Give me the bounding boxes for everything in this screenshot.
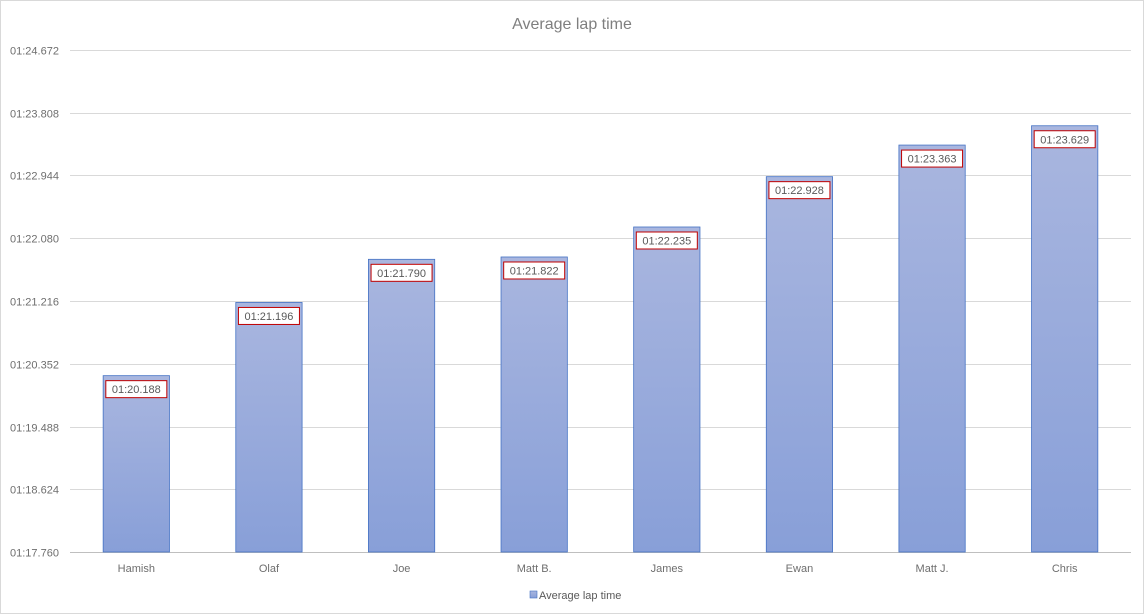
y-tick-label: 01:17.760 (10, 548, 59, 560)
data-label-box (370, 263, 433, 282)
data-label: 01:21.822 (510, 265, 559, 277)
bar (500, 256, 568, 553)
x-tick-label: Ewan (786, 563, 814, 575)
y-axis-tick-labels: 01:17.760 01:18.624 01:19.488 01:20.352 01:2… (10, 46, 59, 560)
data-label-box (901, 149, 964, 168)
gridlines (70, 50, 1131, 553)
x-tick-label: Olaf (259, 563, 280, 575)
x-axis-tick-labels: Hamish Olaf Joe Matt B. James Ewan Matt J. Chri… (118, 563, 1078, 575)
y-tick-label: 01:22.080 (10, 234, 59, 246)
data-label: 01:22.928 (775, 185, 824, 197)
bars (102, 125, 1099, 553)
data-label: 01:21.196 (244, 311, 293, 323)
x-tick-label: Matt B. (517, 563, 552, 575)
y-tick-label: 01:24.672 (10, 46, 59, 58)
bar (765, 176, 833, 553)
data-label: 01:20.188 (112, 384, 161, 396)
data-label-box (1033, 130, 1096, 149)
data-label-box (768, 181, 831, 200)
data-labels: 01:20.188 01:21.196 01:21.790 01:21.822 01:2… (105, 130, 1096, 399)
data-label: 01:21.790 (377, 268, 426, 280)
y-tick-label: 01:21.216 (10, 297, 59, 309)
legend-swatch (529, 590, 538, 599)
data-label-box (503, 261, 566, 280)
chart-title: Average lap time (512, 16, 632, 33)
data-label: 01:23.363 (908, 154, 957, 166)
y-tick-label: 01:23.808 (10, 109, 59, 121)
data-label-box (635, 231, 698, 250)
bar (368, 258, 436, 553)
y-tick-label: 01:18.624 (10, 485, 59, 497)
x-tick-label: Chris (1052, 563, 1078, 575)
bar (898, 144, 966, 553)
y-tick-label: 01:20.352 (10, 360, 59, 372)
bar (102, 375, 170, 553)
data-label-box (105, 380, 168, 399)
bar (633, 226, 701, 553)
x-tick-label: James (651, 563, 684, 575)
y-tick-label: 01:22.944 (10, 171, 59, 183)
bar (1031, 125, 1099, 553)
x-tick-label: Matt J. (916, 563, 949, 575)
x-tick-label: Hamish (118, 563, 155, 575)
legend-label: Average lap time (539, 590, 621, 602)
data-label: 01:23.629 (1040, 134, 1089, 146)
bar (235, 302, 303, 553)
data-label-box (237, 306, 300, 325)
y-tick-label: 01:19.488 (10, 423, 59, 435)
data-label: 01:22.235 (642, 235, 691, 247)
legend: Average lap time (529, 590, 621, 602)
x-tick-label: Joe (393, 563, 411, 575)
